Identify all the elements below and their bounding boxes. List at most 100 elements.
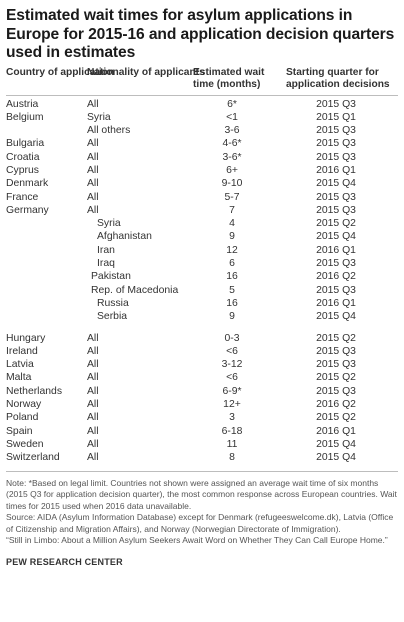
country-cell: Croatia: [6, 151, 40, 163]
nationality-cell: All: [87, 438, 99, 450]
country-cell: Malta: [6, 372, 32, 384]
column-header-quarter: Starting quarter for application decisio…: [286, 66, 390, 90]
nationality-cell: All: [87, 372, 99, 384]
table-row: Syria 4 2015 Q2: [6, 217, 398, 230]
nationality-cell: All: [87, 399, 99, 411]
nationality-cell: Serbia: [97, 311, 128, 323]
quarter-cell: 2015 Q3: [316, 125, 356, 137]
country-cell: Austria: [6, 98, 39, 110]
source-text: Source: AIDA (Asylum Information Databas…: [6, 512, 394, 534]
quarter-cell: 2015 Q4: [316, 178, 356, 190]
quarter-cell: 2015 Q3: [316, 359, 356, 371]
quarter-cell: 2015 Q2: [316, 372, 356, 384]
country-cell: Denmark: [6, 178, 49, 190]
country-cell: Latvia: [6, 359, 34, 371]
wait-time-cell: 6: [229, 258, 235, 270]
nationality-cell: Iraq: [97, 258, 115, 270]
nationality-cell: Iran: [97, 244, 115, 256]
quarter-cell: 2015 Q3: [316, 385, 356, 397]
quarter-cell: 2015 Q3: [316, 284, 356, 296]
table-row: Cyprus All 6+ 2016 Q1: [6, 164, 398, 177]
table-row: Russia 16 2016 Q1: [6, 297, 398, 310]
nationality-cell: All: [87, 452, 99, 464]
wait-time-cell: 5-7: [224, 191, 240, 203]
table-row: Netherlands All 6-9* 2015 Q3: [6, 385, 398, 398]
country-cell: Sweden: [6, 438, 44, 450]
quarter-cell: 2015 Q2: [316, 412, 356, 424]
country-cell: France: [6, 191, 39, 203]
table-row: Afghanistan 9 2015 Q4: [6, 230, 398, 243]
table-row: Pakistan 16 2016 Q2: [6, 270, 398, 283]
header-divider: [6, 94, 398, 96]
nationality-cell: Pakistan: [91, 271, 131, 283]
quarter-cell: 2015 Q2: [316, 332, 356, 344]
table-body: Austria All 6* 2015 Q3 Belgium Syria <1 2015 Q1…: [6, 98, 398, 465]
nationality-cell: Rep. of Macedonia: [91, 284, 179, 296]
wait-time-cell: 4: [229, 218, 235, 230]
quarter-cell: 2016 Q1: [316, 425, 356, 437]
quarter-cell: 2015 Q4: [316, 311, 356, 323]
country-cell: Belgium: [6, 111, 44, 123]
nationality-cell: Syria: [97, 218, 121, 230]
wait-time-cell: 12+: [223, 399, 241, 411]
wait-time-cell: 12: [226, 244, 238, 256]
table-row: Sweden All 11 2015 Q4: [6, 438, 398, 451]
quarter-cell: 2015 Q3: [316, 98, 356, 110]
wait-time-cell: 6-18: [221, 425, 243, 437]
quarter-cell: 2015 Q4: [316, 231, 356, 243]
nationality-cell: All: [87, 204, 99, 216]
table-row: France All 5-7 2015 Q3: [6, 191, 398, 204]
nationality-cell: All: [87, 385, 99, 397]
nationality-cell: All: [87, 98, 99, 110]
nationality-cell: Russia: [97, 297, 129, 309]
wait-time-cell: 16: [226, 271, 238, 283]
nationality-cell: All: [87, 412, 99, 424]
country-cell: Cyprus: [6, 164, 39, 176]
nationality-cell: All: [87, 345, 99, 357]
page-title: Estimated wait times for asylum applicat…: [6, 7, 395, 61]
nationality-cell: All: [87, 151, 99, 163]
wait-time-cell: 9-10: [221, 178, 243, 190]
country-cell: Netherlands: [6, 385, 63, 397]
nationality-cell: All: [87, 425, 99, 437]
quarter-cell: 2015 Q4: [316, 438, 356, 450]
quarter-cell: 2015 Q3: [316, 191, 356, 203]
wait-time-cell: 6+: [226, 164, 238, 176]
wait-time-cell: 9: [229, 231, 235, 243]
country-cell: Ireland: [6, 345, 38, 357]
quarter-cell: 2015 Q3: [316, 151, 356, 163]
table-row: Malta All <6 2015 Q2: [6, 371, 398, 384]
table-row: Germany All 7 2015 Q3: [6, 204, 398, 217]
note-text: Note: *Based on legal limit. Countries n…: [6, 477, 397, 511]
wait-time-cell: 4-6*: [222, 138, 242, 150]
country-cell: Hungary: [6, 332, 46, 344]
column-header-country: Country of application: [6, 66, 115, 78]
quarter-cell: 2016 Q2: [316, 271, 356, 283]
quarter-cell: 2016 Q1: [316, 297, 356, 309]
table-row: Switzerland All 8 2015 Q4: [6, 451, 398, 464]
wait-time-cell: 7: [229, 204, 235, 216]
nationality-cell: All others: [87, 125, 131, 137]
report-title: “Still in Limbo: About a Million Asylum …: [6, 535, 388, 546]
nationality-cell: All: [87, 164, 99, 176]
wait-time-cell: <1: [226, 111, 238, 123]
table-row: Bulgaria All 4-6* 2015 Q3: [6, 137, 398, 150]
wait-time-cell: 0-3: [224, 332, 240, 344]
wait-time-cell: 16: [226, 297, 238, 309]
wait-time-cell: <6: [226, 345, 238, 357]
wait-time-cell: 3-6: [224, 125, 240, 137]
country-cell: Germany: [6, 204, 49, 216]
wait-time-cell: 3-6*: [222, 151, 242, 163]
table-row: Serbia 9 2015 Q4: [6, 310, 398, 323]
quarter-cell: 2015 Q3: [316, 138, 356, 150]
nationality-cell: All: [87, 138, 99, 150]
table-row: Denmark All 9-10 2015 Q4: [6, 177, 398, 190]
table-row: Belgium Syria <1 2015 Q1: [6, 111, 398, 124]
table-row: All others 3-6 2015 Q3: [6, 124, 398, 137]
country-cell: Bulgaria: [6, 138, 45, 150]
notes: Note: *Based on legal limit. Countries n…: [6, 478, 398, 548]
wait-time-cell: 3: [229, 412, 235, 424]
column-header-nationality: Nationality of applicants: [87, 66, 205, 78]
wait-time-cell: 11: [226, 438, 238, 450]
